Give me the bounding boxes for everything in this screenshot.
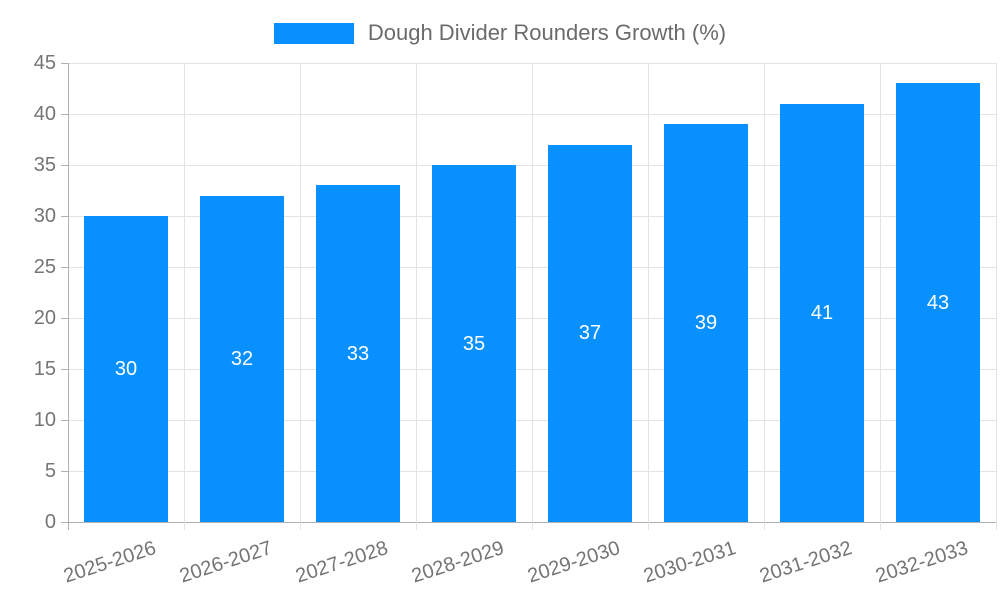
y-axis-tick-label: 5 [44, 460, 56, 482]
bar-value-label: 35 [462, 332, 486, 355]
y-tick-mark [61, 63, 68, 64]
bar [896, 83, 980, 522]
y-axis-tick-label: 30 [33, 205, 56, 227]
y-axis-tick-label: 45 [33, 52, 56, 74]
x-tick-mark [996, 522, 997, 530]
bar-value-label: 37 [578, 322, 602, 345]
bar [780, 103, 864, 522]
x-tick-mark [300, 522, 301, 530]
bar-value-label: 39 [694, 312, 718, 335]
gridline-vertical [880, 63, 881, 522]
bar-value-label: 33 [346, 342, 370, 365]
y-tick-mark [61, 369, 68, 370]
gridline-vertical [996, 63, 997, 522]
y-axis-tick-label: 35 [33, 154, 56, 176]
x-tick-mark [416, 522, 417, 530]
y-tick-mark [61, 318, 68, 319]
gridline-vertical [184, 63, 185, 522]
chart-legend[interactable]: Dough Divider Rounders Growth (%) [0, 20, 1000, 46]
x-tick-mark [532, 522, 533, 530]
bar-value-label: 43 [926, 291, 950, 314]
y-tick-mark [61, 114, 68, 115]
gridline-vertical [300, 63, 301, 522]
bar [316, 185, 400, 522]
bar [200, 195, 284, 522]
y-tick-mark [61, 165, 68, 166]
y-axis-tick-label: 40 [33, 103, 56, 125]
legend-label: Dough Divider Rounders Growth (%) [367, 20, 727, 45]
y-tick-mark [61, 267, 68, 268]
y-axis-tick-label: 10 [33, 409, 56, 431]
bar [664, 124, 748, 522]
bar-value-label: 30 [114, 358, 138, 380]
x-tick-mark [880, 522, 881, 530]
y-tick-mark [61, 471, 68, 472]
gridline-vertical [532, 63, 533, 522]
x-tick-mark [648, 522, 649, 530]
legend-swatch [273, 22, 354, 44]
y-axis-tick-label: 20 [33, 307, 56, 329]
y-tick-mark [61, 216, 68, 217]
gridline-vertical [416, 63, 417, 522]
gridline-vertical [648, 63, 649, 522]
y-axis-tick-label: 15 [33, 358, 56, 380]
x-tick-mark [184, 522, 185, 530]
bar-value-label: 32 [230, 347, 254, 370]
bar [548, 144, 632, 522]
y-tick-mark [61, 522, 68, 523]
gridline-vertical [764, 63, 765, 522]
y-axis-tick-label: 0 [44, 511, 56, 533]
y-axis-line [68, 63, 69, 530]
x-tick-mark [764, 522, 765, 530]
bar [432, 165, 516, 522]
y-tick-mark [61, 420, 68, 421]
bar [84, 216, 168, 522]
bar-value-label: 41 [810, 301, 834, 324]
y-axis-tick-label: 25 [33, 256, 56, 278]
